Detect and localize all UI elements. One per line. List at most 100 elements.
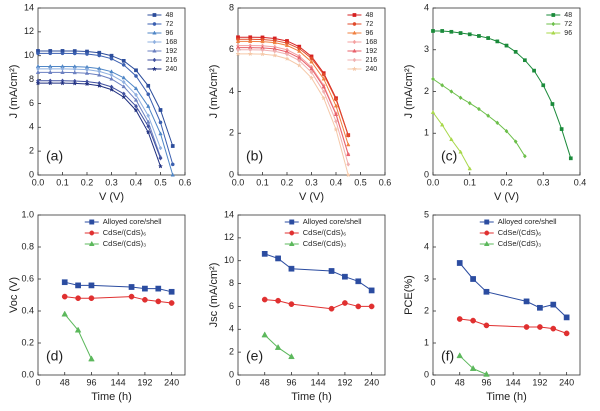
legend-label: 72 — [165, 21, 173, 28]
marker — [284, 55, 290, 62]
marker — [168, 288, 175, 295]
legend-label: CdSe/(CdS)₃ — [103, 239, 146, 248]
y-tick-label: 8 — [229, 278, 234, 288]
x-tick-label: 144 — [311, 377, 326, 387]
x-tick-label: 96 — [286, 377, 296, 387]
marker — [60, 69, 65, 74]
legend-label: CdSe/(CdS)₃ — [498, 239, 541, 248]
marker — [467, 100, 472, 106]
legend-label: 96 — [365, 30, 373, 37]
marker — [121, 58, 126, 63]
marker — [96, 82, 102, 89]
marker — [59, 80, 66, 86]
y-tick-label: 5 — [424, 209, 429, 219]
marker — [142, 296, 148, 303]
marker — [261, 251, 268, 257]
marker — [321, 84, 326, 89]
x-tick-label: 0.6 — [179, 177, 192, 187]
marker — [35, 69, 41, 74]
x-axis-label: V (V) — [99, 191, 124, 203]
marker — [158, 155, 163, 161]
marker — [346, 133, 351, 138]
marker — [146, 92, 151, 97]
y-tick-label: 8 — [29, 74, 34, 84]
marker — [532, 68, 536, 73]
marker — [537, 324, 543, 330]
legend-marker — [152, 30, 157, 35]
marker — [272, 52, 278, 58]
y-tick-label: 4 — [424, 2, 429, 12]
x-axis-label: Time (h) — [486, 391, 527, 403]
marker — [430, 109, 436, 114]
marker — [121, 63, 126, 67]
x-tick-label: 96 — [86, 377, 96, 387]
marker — [368, 303, 375, 310]
legend-marker — [352, 13, 357, 17]
y-tick-label: 14 — [24, 2, 34, 12]
marker — [537, 304, 543, 311]
legend-marker — [551, 30, 556, 35]
marker — [297, 48, 302, 53]
y-tick-label: 1.0 — [21, 209, 34, 219]
series-line — [238, 53, 349, 176]
legend-marker — [89, 219, 95, 225]
marker — [109, 72, 114, 78]
marker — [158, 120, 163, 125]
x-tick-label: 240 — [559, 377, 574, 387]
marker — [88, 295, 95, 302]
legend-label: CdSe/(CdS)₆ — [498, 228, 541, 237]
marker — [431, 76, 435, 82]
legend-marker — [152, 22, 157, 26]
marker — [109, 76, 114, 81]
marker — [449, 89, 454, 94]
marker — [60, 51, 65, 56]
marker — [134, 74, 138, 78]
x-tick-label: 0.4 — [130, 177, 143, 187]
marker — [48, 69, 53, 74]
marker — [333, 126, 339, 132]
legend-label: Alloyed core/shell — [303, 217, 362, 226]
series-line — [38, 80, 161, 159]
marker — [134, 92, 138, 98]
marker — [458, 31, 463, 35]
marker — [75, 295, 81, 302]
x-tick-label: 192 — [337, 377, 352, 387]
marker — [309, 69, 314, 75]
marker — [483, 370, 490, 377]
marker — [97, 53, 102, 58]
marker — [563, 330, 570, 337]
plot-frame — [432, 214, 581, 376]
marker — [47, 80, 53, 86]
marker — [333, 103, 339, 108]
y-axis-label: J (mA/cm²) — [8, 65, 20, 119]
y-tick-label: 1 — [424, 128, 429, 138]
x-tick-label: 0.5 — [154, 177, 167, 187]
marker — [48, 51, 53, 56]
y-tick-label: 6 — [229, 44, 234, 54]
marker — [345, 172, 351, 178]
marker — [74, 326, 82, 333]
marker — [550, 325, 557, 332]
x-tick-label: 96 — [481, 377, 491, 387]
series-line — [238, 45, 349, 155]
x-tick-label: 0.0 — [427, 177, 440, 187]
marker — [72, 70, 77, 75]
marker — [158, 108, 163, 112]
marker — [541, 83, 546, 88]
legend-label: 192 — [365, 48, 377, 55]
series-line — [38, 52, 174, 165]
marker — [321, 89, 326, 95]
y-axis-label: J (mA/cm²) — [403, 65, 415, 119]
marker — [121, 79, 126, 85]
legend-label: CdSe/(CdS)₃ — [303, 239, 346, 248]
marker — [504, 128, 509, 134]
marker — [477, 34, 481, 38]
marker — [88, 282, 95, 289]
plot-frame — [37, 214, 186, 376]
marker — [88, 355, 95, 362]
legend-label: CdSe/(CdS)₆ — [303, 228, 346, 237]
marker — [456, 260, 463, 266]
y-tick-label: 12 — [24, 26, 34, 36]
legend-marker — [483, 240, 490, 247]
legend-label: 240 — [165, 66, 177, 73]
